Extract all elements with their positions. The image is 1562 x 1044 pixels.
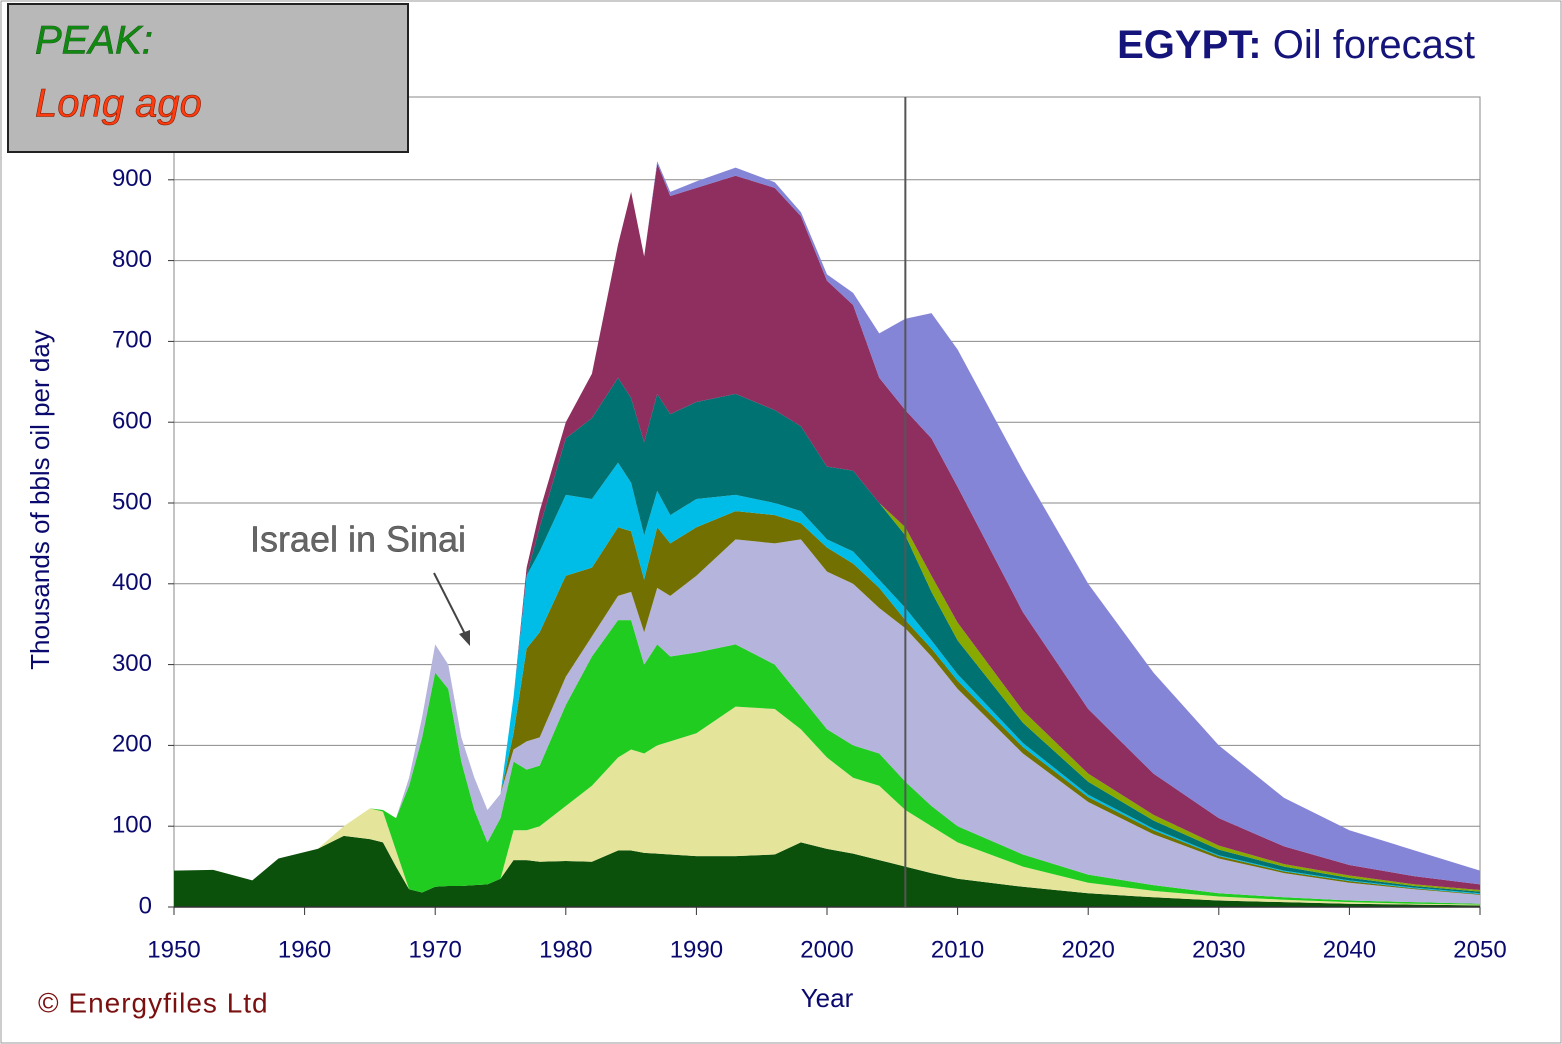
y-tick-label: 0	[139, 892, 152, 919]
x-tick-label: 1950	[147, 936, 200, 963]
y-tick-label: 400	[112, 569, 152, 596]
area	[174, 706, 1480, 906]
annotation-arrow	[433, 572, 467, 637]
y-tick-label: 800	[112, 246, 152, 273]
x-tick-label: 2030	[1192, 936, 1245, 963]
peak-label: PEAK:	[35, 19, 153, 63]
x-tick-label: 2010	[931, 936, 984, 963]
arrow-head	[459, 630, 470, 646]
x-axis-label: Year	[801, 983, 854, 1013]
x-tick-label: 1980	[539, 936, 592, 963]
area	[174, 163, 1480, 891]
x-tick-label: 2020	[1062, 936, 1115, 963]
area	[174, 620, 1480, 905]
areas	[174, 161, 1480, 907]
x-tick-label: 2040	[1323, 936, 1376, 963]
area	[174, 161, 1480, 885]
annotation: Israel in Sinai	[250, 519, 466, 560]
area	[174, 539, 1480, 904]
area	[174, 835, 1480, 907]
x-tick-label: 1960	[278, 936, 331, 963]
axes: 0 100 200 300 400 500 600 700 800 900 1950 1960 1970…	[112, 97, 1507, 963]
y-tick-label: 700	[112, 327, 152, 354]
y-tick-label: 600	[112, 408, 152, 435]
y-tick-label: 900	[112, 165, 152, 192]
y-tick-label: 500	[112, 488, 152, 515]
x-tick-label: 1970	[409, 936, 462, 963]
x-tick-label: 2050	[1453, 936, 1506, 963]
x-tick-label: 2000	[800, 936, 853, 963]
y-tick-label: 200	[112, 731, 152, 758]
y-tick-label: 300	[112, 650, 152, 677]
x-tick-label: 1990	[670, 936, 723, 963]
chart-title: EGYPT: Oil forecast	[1117, 23, 1475, 67]
title: EGYPT:	[1117, 23, 1261, 67]
peak-value: Long ago	[35, 82, 202, 126]
peak-box	[7, 3, 409, 153]
y-tick-label: 100	[112, 812, 152, 839]
area	[174, 377, 1480, 894]
copyright: © Energyfiles Ltd	[38, 987, 269, 1018]
y-axis-label: Thousands of bbls oil per day	[25, 330, 55, 670]
subtitle: Oil forecast	[1273, 23, 1475, 67]
